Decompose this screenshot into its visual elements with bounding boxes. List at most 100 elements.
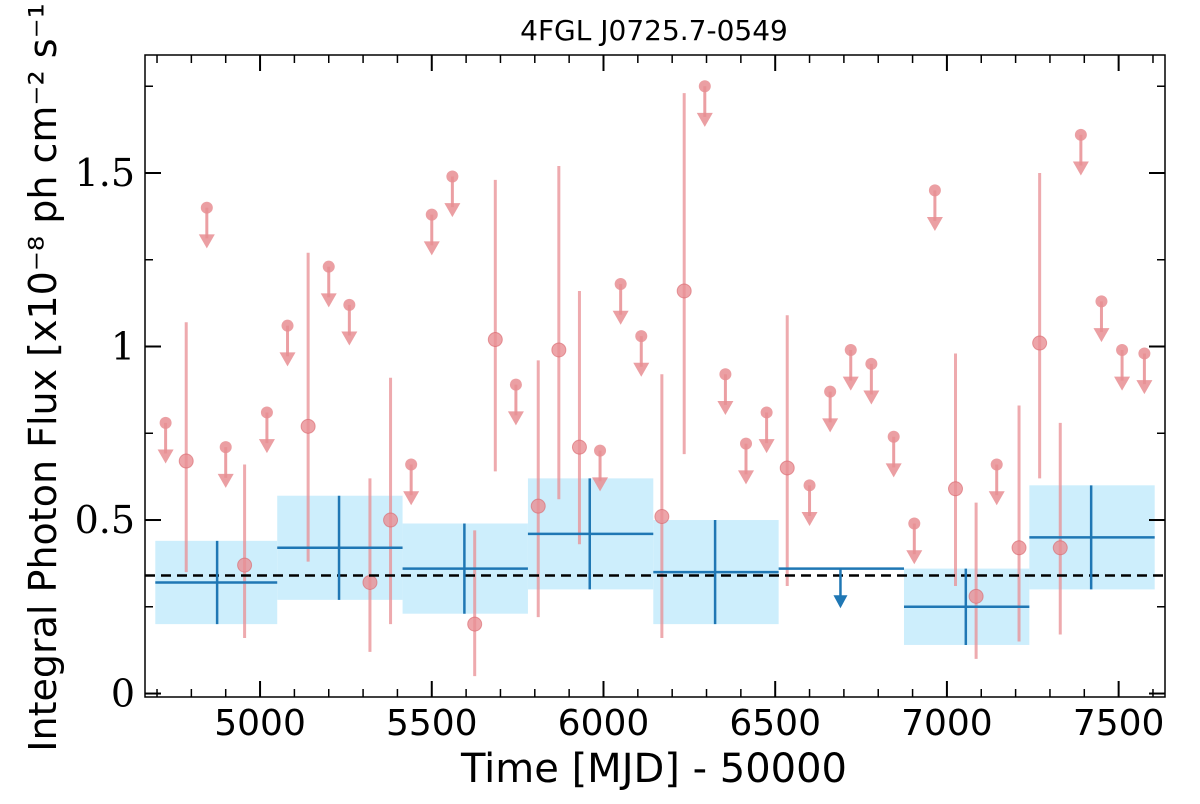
upper-limit-point bbox=[159, 416, 172, 429]
short-bin-point bbox=[487, 332, 503, 348]
upper-limit-point bbox=[865, 357, 878, 370]
upper-limit-point bbox=[200, 201, 213, 214]
upper-limit-arrow bbox=[926, 217, 943, 232]
upper-limit-arrow bbox=[279, 352, 296, 367]
short-bin-point bbox=[1032, 335, 1048, 351]
upper-limit-point bbox=[322, 260, 335, 273]
upper-limit-arrow bbox=[444, 203, 461, 218]
upper-limit-arrow bbox=[507, 411, 524, 426]
upper-limit-arrow bbox=[801, 512, 818, 527]
upper-limit-point bbox=[343, 298, 356, 311]
x-axis-label: Time [MJD] - 50000 bbox=[460, 746, 847, 792]
upper-limit-arrow bbox=[988, 491, 1005, 506]
y-tick-label: 1 bbox=[111, 325, 135, 369]
short-bin-point bbox=[948, 481, 964, 497]
short-bin-point bbox=[362, 574, 378, 590]
short-bin-point bbox=[1052, 540, 1068, 556]
upper-limit-point bbox=[405, 458, 418, 471]
upper-limit-arrow bbox=[1093, 328, 1110, 343]
short-bin-point bbox=[654, 509, 670, 525]
upper-limit-point bbox=[446, 170, 459, 183]
short-bin-point bbox=[571, 439, 587, 455]
y-tick-label: 0.5 bbox=[75, 498, 135, 542]
upper-limit-arrow bbox=[157, 449, 174, 464]
x-tick-label: 5500 bbox=[386, 703, 478, 744]
short-bin-point bbox=[530, 498, 546, 514]
upper-limit-arrow bbox=[842, 376, 859, 391]
upper-limit-point bbox=[1074, 128, 1087, 141]
upper-limit-point bbox=[908, 517, 921, 530]
upper-limit-point bbox=[760, 406, 773, 419]
upper-limit-arrow bbox=[217, 473, 234, 488]
upper-limit-arrow bbox=[198, 234, 215, 249]
short-bin-point bbox=[300, 418, 316, 434]
upper-limit-point bbox=[509, 378, 522, 391]
upper-limit-point bbox=[260, 406, 273, 419]
upper-limit-point bbox=[1116, 343, 1129, 356]
upper-limit-point bbox=[614, 278, 627, 291]
upper-limit-arrow bbox=[258, 439, 275, 454]
upper-limit-arrow bbox=[822, 418, 839, 433]
upper-limit-arrow bbox=[906, 550, 923, 565]
upper-limit-point bbox=[928, 184, 941, 197]
upper-limit-point bbox=[740, 437, 753, 450]
short-bin-point bbox=[237, 557, 253, 573]
upper-limit-arrow bbox=[423, 241, 440, 256]
upper-limit-arrow bbox=[717, 400, 734, 415]
short-bin-point bbox=[551, 342, 567, 358]
long-bin-bands bbox=[155, 478, 1155, 645]
short-bin-series bbox=[157, 80, 1153, 677]
short-bin-point bbox=[1011, 540, 1027, 556]
x-tick-label: 5000 bbox=[214, 703, 306, 744]
upper-limit-arrow bbox=[696, 112, 713, 127]
short-bin-point bbox=[676, 283, 692, 299]
upper-limit-arrow bbox=[612, 310, 629, 325]
upper-limit-point bbox=[281, 319, 294, 332]
x-axis-ticks: 5000 5500 6000 6500 7000 7500 bbox=[156, 55, 1165, 744]
axes-frame bbox=[144, 54, 1166, 698]
short-bin-point bbox=[779, 460, 795, 476]
upper-limit-point bbox=[844, 343, 857, 356]
upper-limit-point bbox=[698, 80, 711, 93]
upper-limit-point bbox=[1138, 347, 1151, 360]
short-bin-point bbox=[383, 512, 399, 528]
upper-limit-arrow bbox=[592, 477, 609, 492]
plot-frame bbox=[144, 54, 1166, 698]
upper-limit-arrow bbox=[341, 331, 358, 346]
y-axis-label: Integral Photon Flux [x10⁻⁸ ph cm⁻² s⁻¹] bbox=[21, 0, 65, 752]
x-tick-label: 6500 bbox=[729, 703, 821, 744]
short-bin-point bbox=[968, 588, 984, 604]
x-tick-label: 7500 bbox=[1073, 703, 1165, 744]
upper-limit-point bbox=[719, 368, 732, 381]
chart-title: 4FGL J0725.7-0549 bbox=[520, 14, 788, 47]
x-tick-label: 7000 bbox=[901, 703, 993, 744]
upper-limit-arrow bbox=[738, 470, 755, 485]
upper-limit-point bbox=[425, 208, 438, 221]
y-tick-label: 1.5 bbox=[75, 151, 135, 195]
upper-limit-arrow bbox=[863, 390, 880, 405]
upper-limit-arrow bbox=[320, 293, 337, 308]
upper-limit-arrow bbox=[633, 362, 650, 377]
x-tick-label: 6000 bbox=[558, 703, 650, 744]
upper-limit-point bbox=[594, 444, 607, 457]
upper-limit-arrow bbox=[1114, 376, 1131, 391]
y-axis-ticks: 0 0.5 1 1.5 bbox=[75, 85, 1165, 716]
long-bin-ul-arrow bbox=[833, 595, 848, 609]
upper-limit-point bbox=[1095, 295, 1108, 308]
upper-limit-point bbox=[635, 330, 648, 343]
short-bin-point bbox=[178, 453, 194, 469]
upper-limit-arrow bbox=[758, 439, 775, 454]
long-bin-series bbox=[155, 478, 1155, 645]
upper-limit-point bbox=[803, 479, 816, 492]
upper-limit-arrow bbox=[403, 491, 420, 506]
upper-limit-point bbox=[824, 385, 837, 398]
upper-limit-arrow bbox=[885, 463, 902, 478]
upper-limit-point bbox=[219, 441, 232, 454]
short-bin-point bbox=[467, 616, 483, 632]
upper-limit-arrow bbox=[1136, 380, 1153, 395]
upper-limit-point bbox=[887, 430, 900, 443]
y-tick-label: 0 bbox=[111, 672, 135, 716]
upper-limit-arrow bbox=[1072, 161, 1089, 176]
